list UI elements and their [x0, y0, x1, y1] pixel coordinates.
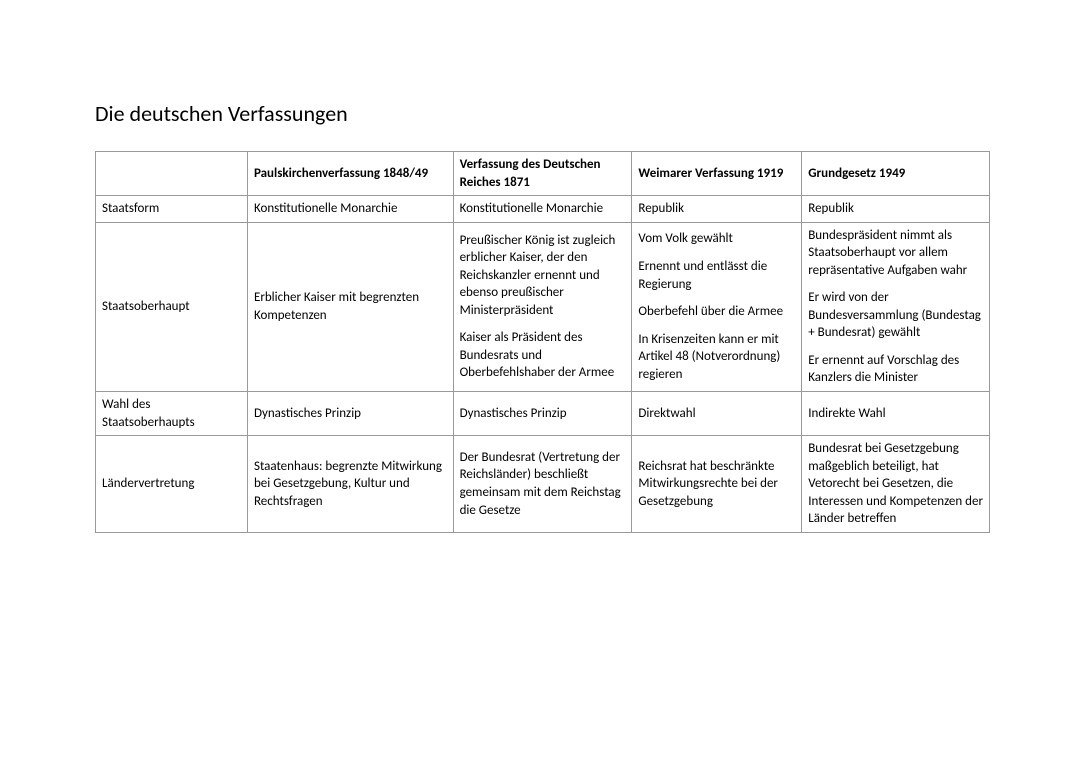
- table-cell: Indirekte Wahl: [802, 392, 990, 436]
- table-cell: Staatenhaus: begrenzte Mitwirkung bei Ge…: [247, 436, 453, 533]
- table-row: StaatsformKonstitutionelle MonarchieKons…: [96, 196, 990, 223]
- page-title: Die deutschen Verfassungen: [95, 100, 990, 127]
- table-cell: Erblicher Kaiser mit begrenzten Kompeten…: [247, 222, 453, 391]
- table-cell: Vom Volk gewähltErnennt und entlässt die…: [632, 222, 802, 391]
- header-cell: Weimarer Verfassung 1919: [632, 152, 802, 196]
- table-cell: Bundesrat bei Gesetzgebung maßgeblich be…: [802, 436, 990, 533]
- table-cell: Republik: [632, 196, 802, 223]
- constitutions-table: Paulskirchenverfassung 1848/49 Verfassun…: [95, 151, 990, 533]
- table-row: StaatsoberhauptErblicher Kaiser mit begr…: [96, 222, 990, 391]
- table-header-row: Paulskirchenverfassung 1848/49 Verfassun…: [96, 152, 990, 196]
- table-cell: Dynastisches Prinzip: [247, 392, 453, 436]
- document-page: Die deutschen Verfassungen Paulskirchenv…: [0, 0, 1080, 533]
- table-cell: Konstitutionelle Monarchie: [453, 196, 632, 223]
- table-cell: Preußischer König ist zugleich erblicher…: [453, 222, 632, 391]
- header-cell: Grundgesetz 1949: [802, 152, 990, 196]
- table-row: LändervertretungStaatenhaus: begrenzte M…: [96, 436, 990, 533]
- table-cell: Dynastisches Prinzip: [453, 392, 632, 436]
- row-label: Ländervertretung: [96, 436, 248, 533]
- table-body: StaatsformKonstitutionelle MonarchieKons…: [96, 196, 990, 533]
- header-cell: Paulskirchenverfassung 1848/49: [247, 152, 453, 196]
- row-label: Wahl des Staatsoberhaupts: [96, 392, 248, 436]
- table-cell: Konstitutionelle Monarchie: [247, 196, 453, 223]
- row-label: Staatsform: [96, 196, 248, 223]
- table-cell: Der Bundesrat (Vertretung der Reichsländ…: [453, 436, 632, 533]
- row-label: Staatsoberhaupt: [96, 222, 248, 391]
- table-cell: Direktwahl: [632, 392, 802, 436]
- table-cell: Bundespräsident nimmt als Staatsoberhaup…: [802, 222, 990, 391]
- header-cell: Verfassung des Deutschen Reiches 1871: [453, 152, 632, 196]
- table-cell: Reichsrat hat beschränkte Mitwirkungsrec…: [632, 436, 802, 533]
- header-cell: [96, 152, 248, 196]
- table-cell: Republik: [802, 196, 990, 223]
- table-row: Wahl des StaatsoberhauptsDynastisches Pr…: [96, 392, 990, 436]
